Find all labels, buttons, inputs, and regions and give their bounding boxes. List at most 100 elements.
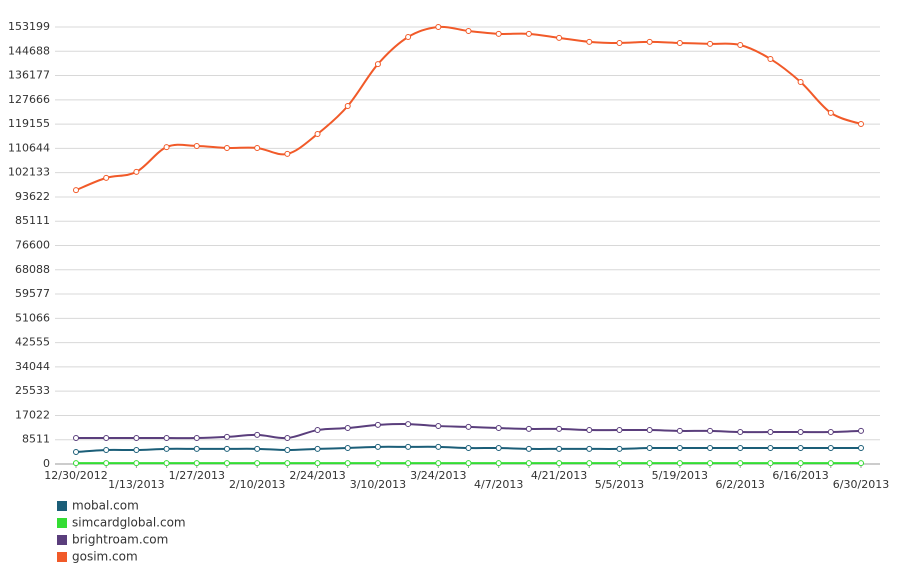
data-point	[616, 427, 623, 434]
data-point	[858, 460, 864, 467]
data-point	[797, 460, 804, 467]
data-point	[827, 460, 834, 467]
data-point	[556, 460, 563, 467]
y-tick-label: 85111	[15, 214, 50, 227]
x-tick-label: 6/2/2013	[716, 478, 765, 491]
data-point	[707, 445, 714, 452]
data-point	[254, 431, 261, 438]
data-point	[676, 39, 683, 46]
y-tick-label: 127666	[8, 93, 50, 106]
data-point	[103, 460, 110, 467]
data-point	[495, 445, 502, 452]
data-point	[495, 425, 502, 432]
data-point	[797, 445, 804, 452]
data-point	[556, 425, 563, 432]
data-point	[525, 425, 532, 432]
y-tick-label: 153199	[8, 20, 50, 33]
data-point	[374, 421, 381, 428]
data-point	[827, 109, 834, 116]
data-point	[767, 429, 774, 436]
data-point	[254, 460, 261, 467]
legend-swatch	[57, 535, 67, 545]
data-point	[163, 460, 170, 467]
data-point	[344, 445, 351, 452]
data-point	[707, 40, 714, 47]
y-tick-label: 8511	[22, 433, 50, 446]
y-tick-label: 76600	[15, 238, 50, 251]
data-point	[646, 427, 653, 434]
data-point	[586, 445, 593, 452]
data-point	[163, 435, 170, 442]
data-point	[405, 421, 412, 428]
data-point	[586, 460, 593, 467]
data-point	[405, 460, 412, 467]
y-tick-label: 144688	[8, 44, 50, 57]
y-tick-label: 34044	[15, 360, 50, 373]
y-tick-label: 136177	[8, 69, 50, 82]
data-point	[133, 447, 140, 454]
data-point	[435, 460, 442, 467]
data-point	[676, 445, 683, 452]
x-tick-label: 4/7/2013	[474, 478, 523, 491]
x-tick-label: 5/5/2013	[595, 478, 644, 491]
y-tick-label: 59577	[15, 287, 50, 300]
data-point	[103, 174, 110, 181]
data-point	[435, 423, 442, 430]
y-tick-label: 51066	[15, 311, 50, 324]
data-point	[616, 39, 623, 46]
data-point	[495, 30, 502, 37]
data-point	[193, 142, 200, 149]
data-point	[435, 23, 442, 30]
x-tick-label: 5/19/2013	[652, 469, 708, 482]
data-point	[827, 445, 834, 452]
data-point	[374, 460, 381, 467]
data-point	[616, 445, 623, 452]
data-point	[556, 34, 563, 41]
data-point	[646, 445, 653, 452]
data-point	[767, 445, 774, 452]
data-point	[586, 38, 593, 45]
legend-swatch	[57, 518, 67, 528]
x-tick-label: 1/13/2013	[108, 478, 164, 491]
data-point	[405, 33, 412, 40]
legend-swatch	[57, 552, 67, 562]
data-point	[103, 435, 110, 442]
data-point	[465, 27, 472, 34]
data-point	[284, 447, 291, 454]
data-point	[707, 427, 714, 434]
x-tick-label: 12/30/2012	[44, 469, 107, 482]
data-point	[344, 425, 351, 432]
data-point	[374, 61, 381, 68]
x-tick-label: 2/24/2013	[289, 469, 345, 482]
y-tick-label: 93622	[15, 190, 50, 203]
y-tick-label: 25533	[15, 384, 50, 397]
y-tick-label: 42555	[15, 336, 50, 349]
data-point	[707, 460, 714, 467]
data-point	[193, 445, 200, 452]
x-tick-label: 4/21/2013	[531, 469, 587, 482]
data-point	[374, 443, 381, 450]
data-point	[737, 445, 744, 452]
data-point	[676, 427, 683, 434]
data-point	[284, 150, 291, 157]
data-point	[344, 460, 351, 467]
data-point	[676, 460, 683, 467]
data-point	[405, 443, 412, 450]
data-point	[797, 429, 804, 436]
x-tick-label: 3/10/2013	[350, 478, 406, 491]
data-point	[254, 144, 261, 151]
y-tick-label: 110644	[8, 141, 50, 154]
data-point	[73, 449, 79, 456]
x-tick-label: 6/30/2013	[833, 478, 889, 491]
data-point	[223, 144, 230, 151]
data-point	[737, 41, 744, 48]
y-tick-label: 102133	[8, 166, 50, 179]
data-point	[284, 435, 291, 442]
x-tick-label: 6/16/2013	[772, 469, 828, 482]
x-tick-label: 2/10/2013	[229, 478, 285, 491]
data-point	[525, 30, 532, 37]
data-point	[73, 435, 79, 442]
data-point	[858, 445, 864, 452]
